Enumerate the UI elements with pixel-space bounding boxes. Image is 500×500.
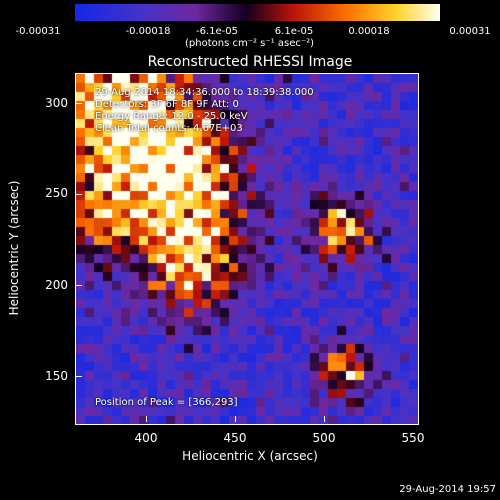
x-tick-label: 400: [134, 431, 158, 445]
y-tick-label: 150: [45, 369, 68, 383]
plot-title: Reconstructed RHESSI Image: [147, 54, 353, 70]
detectors-annotation: Detectors: 3F 6F 8F 9F Att: 0: [95, 99, 239, 110]
colorbar-tick: 0.00018: [348, 26, 390, 37]
energy-range-annotation: Energy Range: 12.0 - 25.0 keV: [95, 111, 248, 122]
colorbar-tick: 0.00031: [449, 26, 491, 37]
image-plot-area: 29-Aug-2014 18:34:36.000 to 18:39:38.000…: [75, 73, 419, 425]
y-tick-label: 200: [45, 278, 68, 292]
generation-timestamp: 29-Aug-2014 19:57: [399, 484, 496, 495]
y-axis-label: Heliocentric Y (arcsec): [7, 180, 21, 316]
x-tick-mark: [146, 416, 147, 422]
y-tick-mark: [76, 194, 82, 195]
time-range-annotation: 29-Aug-2014 18:34:36.000 to 18:39:38.000: [95, 87, 314, 98]
y-tick-label: 250: [45, 186, 68, 200]
y-tick-mark: [76, 285, 82, 286]
x-tick-mark: [235, 416, 236, 422]
x-axis-label: Heliocentric X (arcsec): [182, 449, 318, 463]
colorbar-tick: 6.1e-05: [274, 26, 314, 37]
x-tick-label: 450: [223, 431, 247, 445]
colorbar-tick: -6.1e-05: [196, 26, 238, 37]
colorbar-tick: -0.00018: [125, 26, 171, 37]
x-tick-mark: [324, 416, 325, 422]
y-tick-mark: [76, 103, 82, 104]
colorbar: [75, 4, 440, 21]
peak-position-annotation: Position of Peak = [366,293]: [95, 397, 238, 408]
colorbar-tick: -0.00031: [15, 26, 61, 37]
algorithm-annotation: Clean Total counts: 4.67E+03: [95, 123, 243, 134]
x-tick-label: 500: [312, 431, 336, 445]
rhessi-image: [76, 74, 418, 424]
x-tick-label: 550: [401, 431, 425, 445]
y-tick-label: 300: [45, 96, 68, 110]
y-tick-mark: [76, 376, 82, 377]
colorbar-units-label: (photons cm⁻² s⁻¹ asec⁻²): [185, 38, 315, 49]
